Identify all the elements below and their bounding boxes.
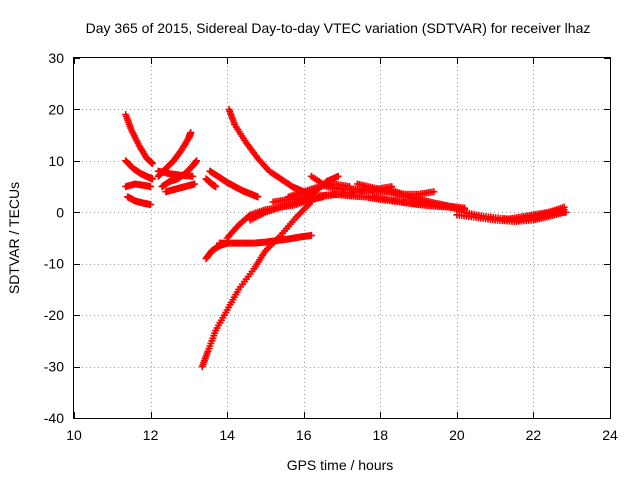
x-tick-label: 16 <box>296 427 312 443</box>
y-tick-label: 20 <box>48 101 64 117</box>
series-arc-4 <box>124 193 155 209</box>
plot-frame <box>73 57 611 419</box>
series-arc-8 <box>162 180 199 196</box>
data-point <box>189 172 197 180</box>
x-tick-label: 10 <box>66 427 82 443</box>
y-axis-label: SDTVAR / TECUs <box>6 182 22 294</box>
x-tick-label: 18 <box>372 427 388 443</box>
series-arc-3 <box>122 180 155 191</box>
y-tick-label: -10 <box>44 256 64 272</box>
data-marks <box>122 105 570 371</box>
series-arc-7 <box>158 157 201 191</box>
data-point <box>148 175 156 183</box>
y-tick-label: 30 <box>48 50 64 66</box>
axis-ticks <box>74 58 611 419</box>
data-point <box>147 201 155 209</box>
data-point <box>193 157 201 165</box>
series-arc-29 <box>529 208 570 221</box>
y-tick-label: -20 <box>44 307 64 323</box>
x-tick-labels: 10 12 14 16 18 20 22 24 <box>66 427 618 443</box>
series-arc-19 <box>300 172 342 206</box>
data-point <box>307 231 315 239</box>
y-tick-label: 0 <box>56 204 64 220</box>
series-arc-14 <box>215 231 315 247</box>
data-point <box>187 129 195 137</box>
x-tick-label: 22 <box>526 427 542 443</box>
data-point <box>212 183 220 191</box>
x-tick-label: 20 <box>449 427 465 443</box>
data-point <box>148 159 156 167</box>
y-tick-label: -30 <box>44 359 64 375</box>
x-tick-label: 12 <box>143 427 159 443</box>
data-point <box>562 208 570 216</box>
series-arc-2 <box>122 157 156 183</box>
series-arc-9 <box>202 175 220 191</box>
series-arc-25 <box>415 198 469 214</box>
data-point <box>147 183 155 191</box>
grid-lines <box>74 58 610 418</box>
x-tick-label: 24 <box>602 427 618 443</box>
x-axis-label: GPS time / hours <box>287 457 394 473</box>
y-tick-label: -40 <box>44 410 64 426</box>
data-point <box>254 193 262 201</box>
chart-title: Day 365 of 2015, Sidereal Day-to-day VTE… <box>86 20 591 36</box>
series-arc-10 <box>206 167 262 201</box>
series-arc-11 <box>225 105 315 197</box>
y-tick-label: 10 <box>48 153 64 169</box>
series-arc-1 <box>122 111 156 167</box>
y-tick-labels: -40 -30 -20 -10 0 10 20 30 <box>44 50 64 426</box>
data-point <box>430 188 438 196</box>
x-tick-label: 14 <box>219 427 235 443</box>
data-point <box>191 180 199 188</box>
data-point <box>334 172 342 180</box>
series-arc-12 <box>198 198 315 371</box>
